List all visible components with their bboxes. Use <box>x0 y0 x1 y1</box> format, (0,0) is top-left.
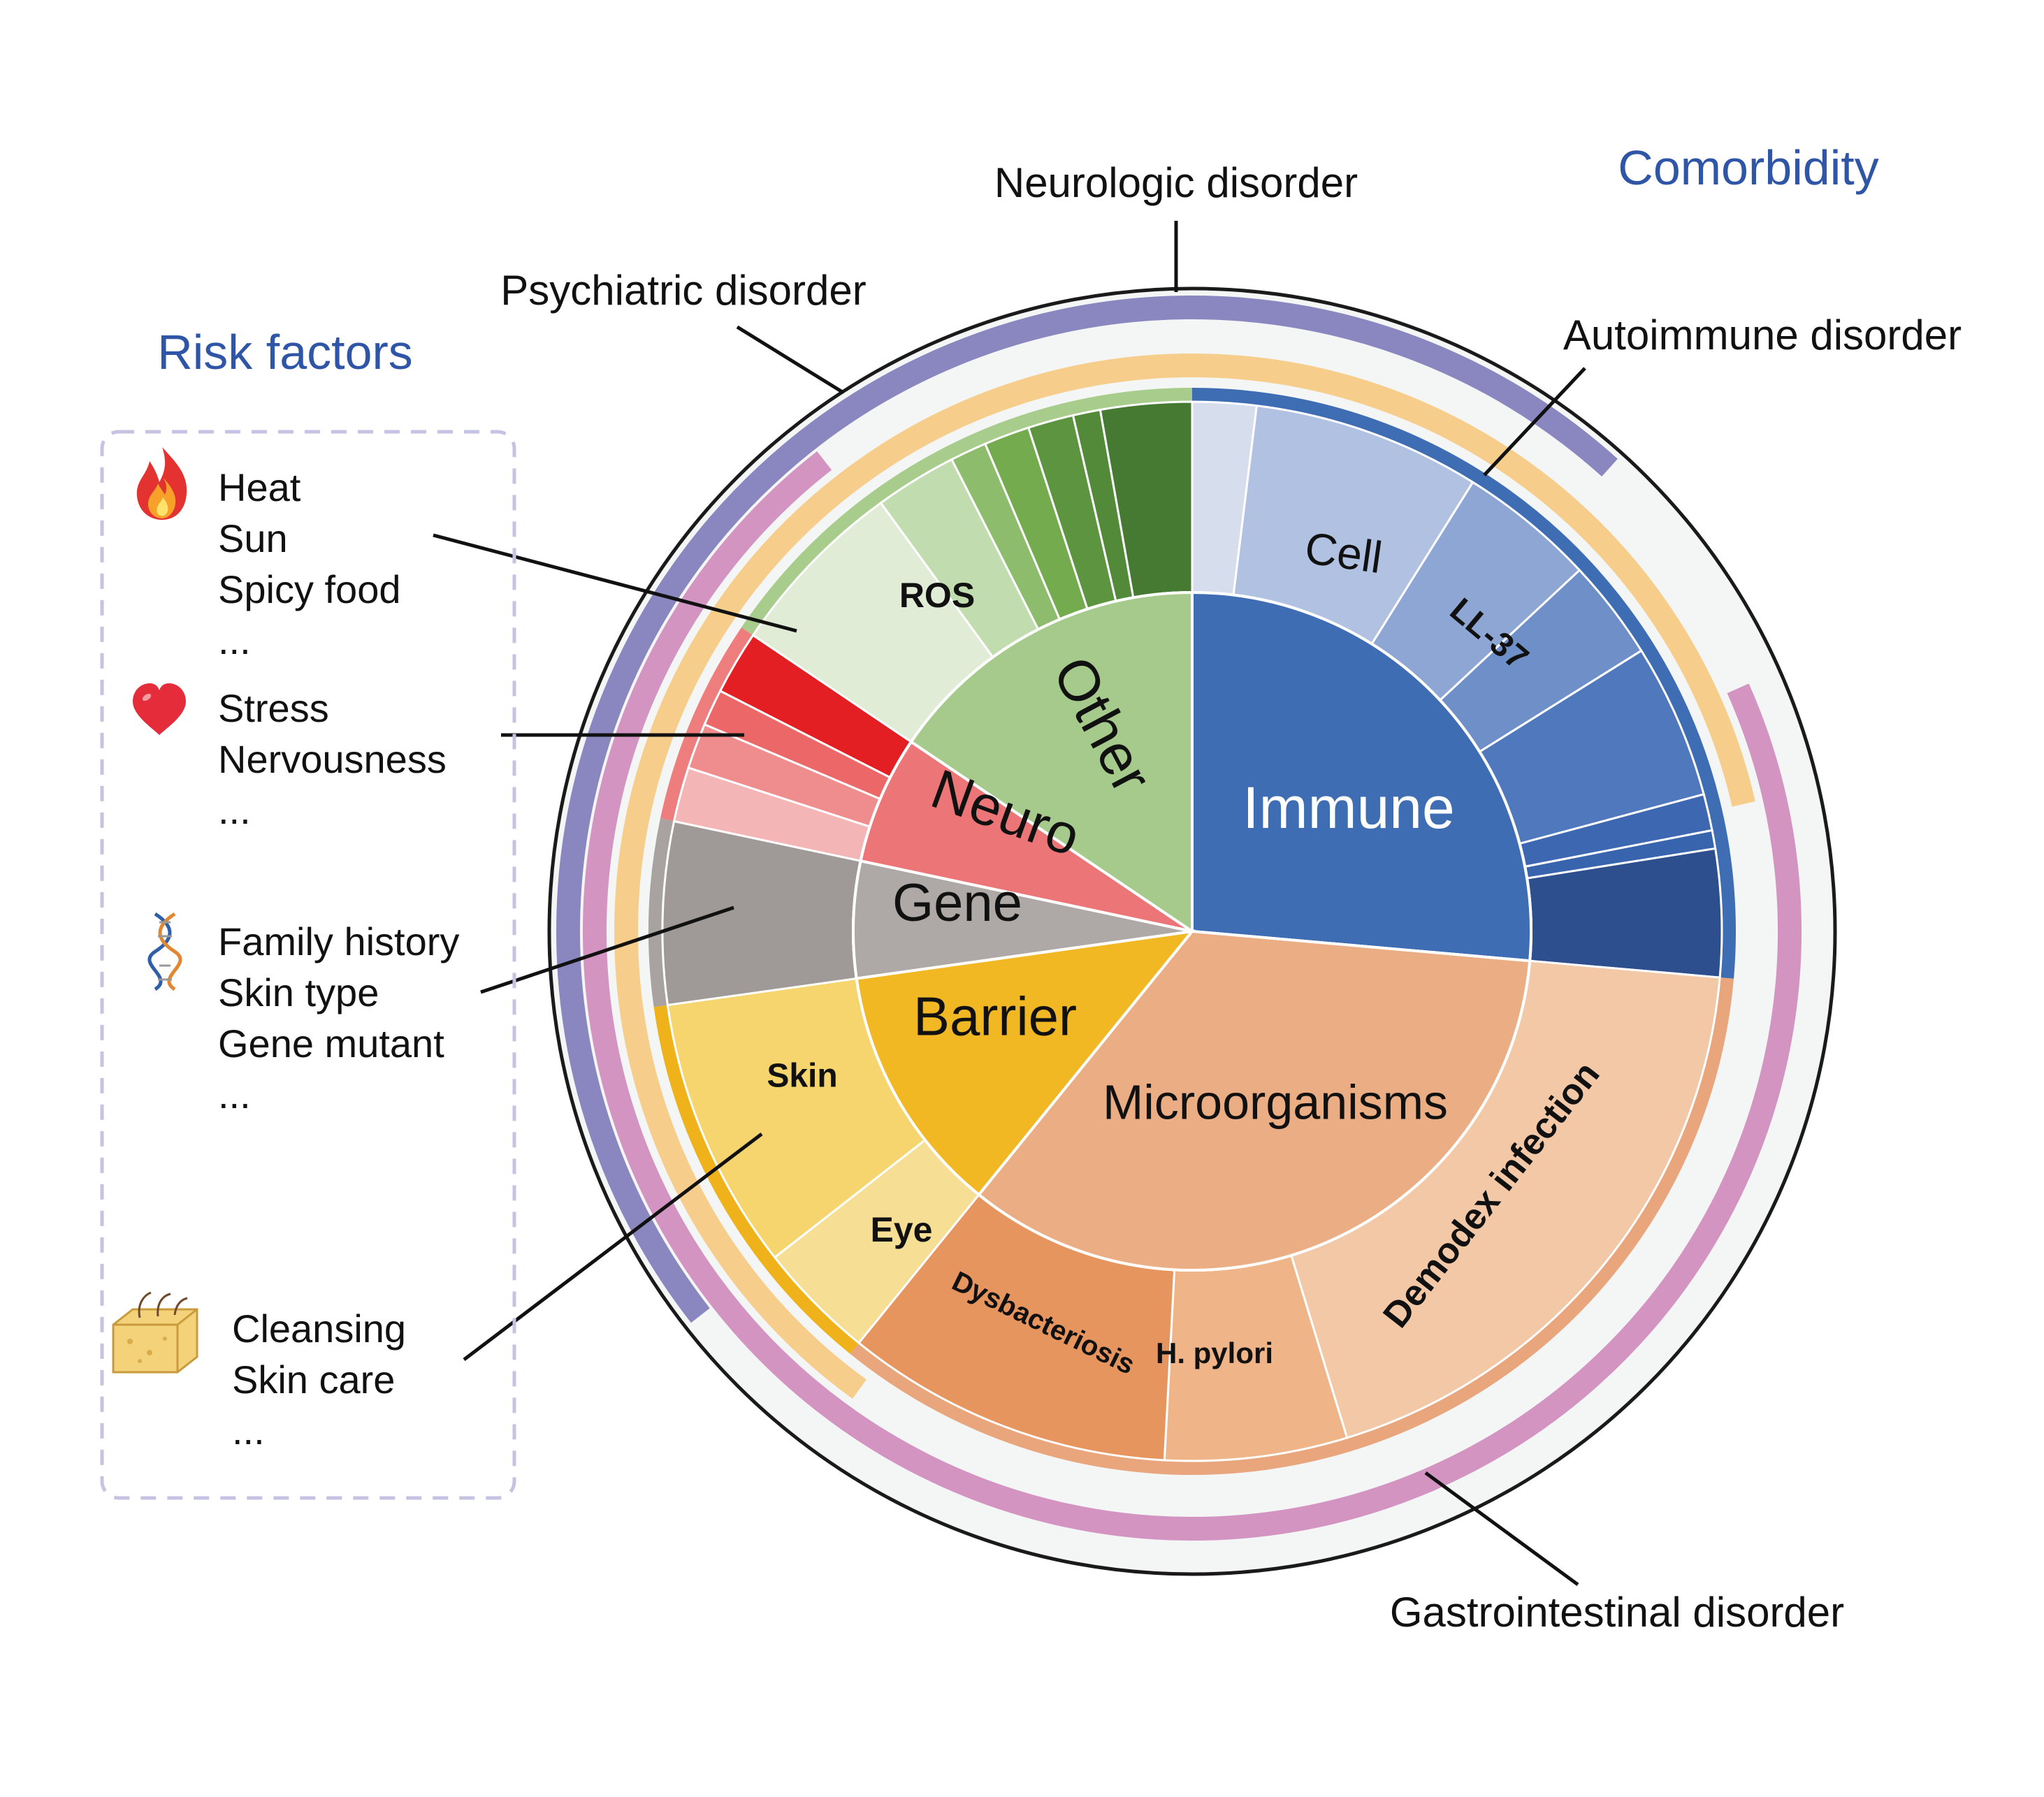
risk-item: Nervousness <box>218 737 447 781</box>
risk-factor-lists: Heat Sun Spicy food... Stress Nervousness...… <box>218 465 459 1453</box>
band-microorganisms <box>850 977 1734 1475</box>
flame-icon <box>136 447 187 520</box>
label-skin: Skin <box>767 1058 837 1095</box>
risk-item: Family history <box>218 919 459 963</box>
label-immune: Immune <box>1242 775 1454 841</box>
leader-risk-heat <box>433 533 797 633</box>
risk-item: Heat <box>218 465 301 509</box>
label-neurologic-disorder: Neurologic disorder <box>994 159 1358 206</box>
leader-risk-gene <box>480 905 734 994</box>
risk-item: ... <box>218 618 251 662</box>
core-barrier <box>855 929 1196 1197</box>
label-gastrointestinal-disorder: Gastrointestinal disorder <box>1390 1589 1844 1636</box>
risk-item: Skin care <box>232 1358 395 1402</box>
risk-item: ... <box>218 788 251 832</box>
core-inner-microorganisms <box>976 929 1532 1272</box>
label-psychiatric-disorder: Psychiatric disorder <box>500 267 867 314</box>
label-h-pylori: H. pylori <box>1156 1337 1273 1369</box>
label-microorganisms: Microorganisms <box>1103 1075 1448 1129</box>
ring-gastrointestinal <box>878 683 1802 1541</box>
heart-icon <box>133 683 186 735</box>
leader-psychiatric <box>736 325 845 395</box>
leader-gastrointestinal <box>1424 1471 1579 1587</box>
ring-orange-left <box>614 354 1193 1399</box>
band-neuro <box>660 627 758 823</box>
wheel: ImmuneMicroorganismsBarrierGeneNeuroOthe… <box>547 286 1837 1576</box>
label-barrier: Barrier <box>913 986 1077 1047</box>
label-ros: ROS <box>899 576 975 615</box>
band-gene <box>648 818 680 1007</box>
band-other <box>741 388 1193 639</box>
ring-autoimmune <box>1191 354 1755 807</box>
dna-icon <box>147 912 182 991</box>
risk-item: ... <box>218 1072 251 1116</box>
label-autoimmune-disorder: Autoimmune disorder <box>1563 312 1962 358</box>
risk-item: Gene mutant <box>218 1021 444 1065</box>
core-other <box>909 590 1194 934</box>
skin-icon <box>112 1291 198 1374</box>
risk-item: Spicy food <box>218 567 401 611</box>
label-eye: Eye <box>871 1210 933 1249</box>
ring-neurologic <box>556 296 1618 1323</box>
comorbidity-labels: Comorbidity Neurologic disorder Psychiat… <box>500 140 1962 1636</box>
risk-factors-box <box>100 430 516 1500</box>
ring-psychiatric <box>583 451 927 1474</box>
core-immune <box>1191 590 1532 963</box>
risk-factors-panel: Risk factors <box>100 325 516 1500</box>
risk-item: ... <box>232 1409 265 1453</box>
label-gene: Gene <box>892 873 1022 933</box>
risk-item: Sun <box>218 516 288 560</box>
core-gene <box>852 859 1193 980</box>
risk-item: Cleansing <box>232 1307 406 1351</box>
comorbidity-heading: Comorbidity <box>1618 140 1878 195</box>
leader-autoimmune <box>1483 367 1586 476</box>
label-cell: Cell <box>1302 523 1385 583</box>
band-immune <box>1191 388 1736 979</box>
risk-item: Skin type <box>218 970 379 1014</box>
risk-factors-heading: Risk factors <box>157 325 413 379</box>
leader-lines <box>433 221 1586 1587</box>
core-neuro <box>859 740 1194 933</box>
risk-item: Stress <box>218 686 329 730</box>
band-barrier <box>653 1004 863 1354</box>
